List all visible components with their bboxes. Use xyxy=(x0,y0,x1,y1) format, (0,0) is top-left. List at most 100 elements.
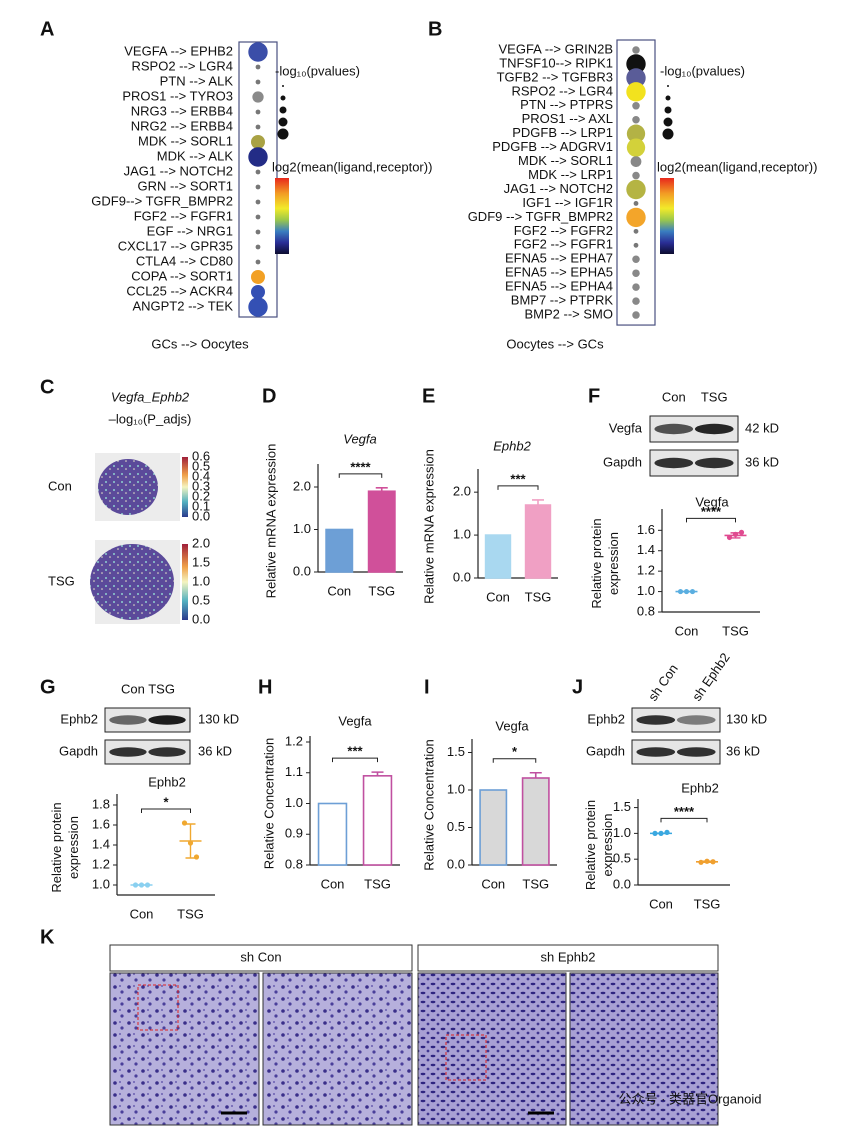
x-tick-label: TSG xyxy=(364,876,391,891)
colorbar-label: 0.2 xyxy=(192,488,210,503)
error-bar xyxy=(702,860,712,863)
size-legend-dot xyxy=(667,85,669,87)
panel-header: sh Ephb2 xyxy=(541,949,596,964)
bar xyxy=(317,802,348,866)
dot xyxy=(251,135,265,149)
colorbar-label: 0.0 xyxy=(192,611,210,626)
x-tick-label: TSG xyxy=(694,896,721,911)
panel-header: sh Con xyxy=(240,949,281,964)
dot xyxy=(632,255,640,264)
dot xyxy=(626,68,646,88)
colorbar-label: 1.5 xyxy=(192,554,210,569)
x-tick-label: Con xyxy=(481,876,505,891)
panel-title: Vegfa_Ephb2 xyxy=(111,389,190,404)
protein-label: Gapdh xyxy=(586,743,625,758)
protein-label: Vegfa xyxy=(609,420,643,435)
row-label: MDK --> SORL1 xyxy=(518,153,613,168)
size-legend-title: -log₁₀(pvalues) xyxy=(660,63,745,78)
row-label: EFNA5 --> EPHA7 xyxy=(505,251,613,266)
y-tick-label: 1.0 xyxy=(447,781,465,796)
row-label: TGFB2 --> TGFBR3 xyxy=(497,69,613,84)
chart-subtitle: GCs --> Oocytes xyxy=(151,336,249,351)
histology-image xyxy=(109,972,260,1126)
row-label: EFNA5 --> EPHA4 xyxy=(505,279,613,294)
color-legend-title: log2(mean(ligand,receptor)) xyxy=(272,159,432,174)
row-label: MDK --> LRP1 xyxy=(528,167,613,182)
significance-bracket xyxy=(141,808,191,813)
row-label: MDK --> SORL1 xyxy=(138,133,233,148)
row-label: PTN --> PTPRS xyxy=(520,97,613,112)
size-legend-dot xyxy=(280,95,286,101)
dot xyxy=(255,64,261,70)
size-legend-dot xyxy=(662,128,674,140)
row-label: PDGFB --> ADGRV1 xyxy=(492,139,613,154)
colorbar xyxy=(275,178,289,254)
dot xyxy=(633,242,639,248)
error-bar xyxy=(371,771,384,776)
chart-subtitle: Oocytes --> GCs xyxy=(506,336,604,351)
x-tick-label: Con xyxy=(649,896,673,911)
dot xyxy=(632,269,640,277)
bar xyxy=(367,490,396,573)
x-tick-label: TSG xyxy=(525,589,552,604)
dot xyxy=(632,311,640,319)
row-label: CXCL17 --> GPR35 xyxy=(118,238,233,253)
colorbar-label: 0.5 xyxy=(192,592,210,607)
panel-letter: E xyxy=(422,385,435,407)
row-label: GDF9 --> TGFR_BMPR2 xyxy=(468,209,613,224)
size-label: 36 kD xyxy=(726,743,760,758)
error-bar xyxy=(529,771,542,778)
size-legend-dot xyxy=(663,117,673,127)
y-axis-label: Relative protein xyxy=(583,800,598,890)
protein-label: Gapdh xyxy=(603,454,642,469)
chart-title: Ephb2 xyxy=(493,438,531,453)
y-tick-label: 1.6 xyxy=(637,522,655,537)
colorbar xyxy=(182,544,188,620)
y-tick-label: 1.0 xyxy=(293,521,311,536)
y-axis-label: Relative protein xyxy=(589,518,604,608)
dot xyxy=(255,229,261,235)
size-legend-title: -log₁₀(pvalues) xyxy=(275,63,360,78)
dot xyxy=(633,228,639,234)
plot-frame xyxy=(616,39,656,326)
size-label: 36 kD xyxy=(198,743,232,758)
row-label: JAG1 --> NOTCH2 xyxy=(124,163,233,178)
row-label: RSPO2 --> LGR4 xyxy=(511,83,613,98)
dot xyxy=(626,82,646,102)
size-label: 130 kD xyxy=(726,711,767,726)
lane-label: sh Con xyxy=(645,661,681,703)
dot xyxy=(248,42,268,62)
size-legend-dot xyxy=(664,106,672,114)
tissue-map xyxy=(98,459,158,515)
row-label: MDK --> ALK xyxy=(157,148,234,163)
y-axis-label: Relative Concentration xyxy=(261,738,276,870)
tissue-map xyxy=(90,544,174,620)
blot-band xyxy=(654,457,694,469)
header-box xyxy=(109,944,413,972)
protein-label: Gapdh xyxy=(59,743,98,758)
y-tick-label: 1.2 xyxy=(285,733,303,748)
row-label: NRG3 --> ERBB4 xyxy=(131,103,233,118)
y-tick-label: 1.2 xyxy=(92,856,110,871)
error-bar xyxy=(730,532,741,539)
y-tick-label: 1.0 xyxy=(453,527,471,542)
y-tick-label: 0.8 xyxy=(285,856,303,871)
x-tick-label: TSG xyxy=(722,623,749,638)
blot-band xyxy=(654,423,694,435)
colorbar xyxy=(182,457,188,517)
blot-band xyxy=(109,747,147,757)
data-point xyxy=(193,854,200,860)
significance-label: *** xyxy=(510,471,526,486)
blot-band xyxy=(109,715,147,725)
row-label: CCL25 --> ACKR4 xyxy=(126,283,233,298)
y-tick-label: 0.0 xyxy=(293,563,311,578)
x-tick-label: TSG xyxy=(368,583,395,598)
significance-bracket xyxy=(497,485,539,490)
dot xyxy=(626,179,646,200)
x-tick-label: Con xyxy=(130,906,154,921)
row-label: VEGFA --> GRIN2B xyxy=(498,41,613,56)
row-label: GRN --> SORT1 xyxy=(138,178,233,193)
lane-label: sh Ephb2 xyxy=(689,650,733,704)
blot-band xyxy=(636,715,676,725)
